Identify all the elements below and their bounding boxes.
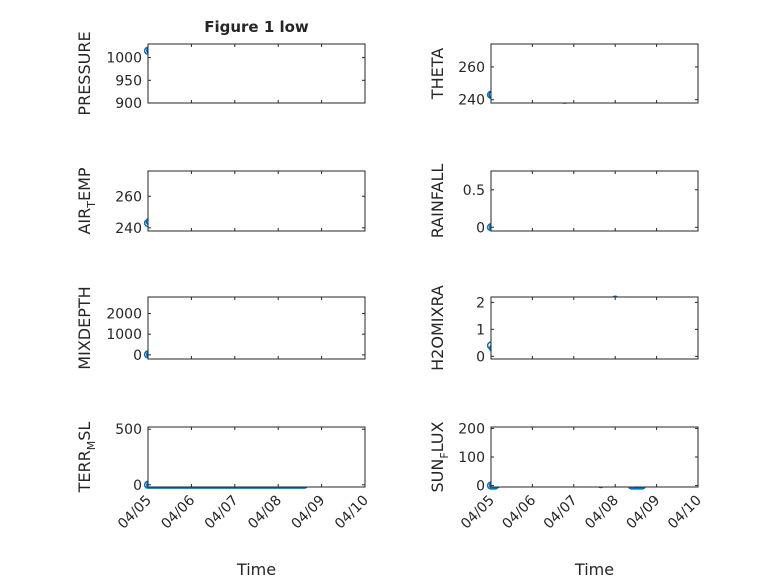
axes-frame: [147, 170, 366, 232]
y-axis-label: TERRMSL: [75, 422, 98, 494]
y-axis-label: PRESSURE: [75, 31, 94, 115]
x-tick-label: 04/08: [582, 493, 622, 533]
y-tick-label: 0.5: [463, 183, 485, 199]
x-tick-label: 04/06: [158, 492, 198, 532]
x-tick-label: 04/09: [624, 493, 664, 533]
x-tick-label: 04/06: [499, 492, 539, 532]
x-axis-label: Time: [236, 560, 276, 579]
y-axis-label: AIRTEMP: [75, 167, 98, 234]
y-axis-label: H2OMIXRA: [428, 285, 447, 371]
y-axis-label: SUNFLUX: [428, 421, 451, 492]
y-tick-label: 2: [476, 295, 485, 311]
x-tick-label: 04/05: [458, 493, 498, 533]
y-tick-label: 2000: [106, 307, 142, 323]
x-tick-label: 04/08: [245, 493, 285, 533]
y-axis-label: MIXDEPTH: [75, 286, 94, 369]
x-tick-label: 04/09: [289, 493, 329, 533]
x-tick-label: 04/10: [665, 493, 705, 533]
y-tick-label: 0: [133, 478, 142, 494]
subplot-air-temp: 240 260 AIRTEMP: [75, 167, 366, 237]
y-tick-label: 900: [115, 96, 142, 112]
axes-frame: [490, 43, 699, 104]
y-tick-label: 1000: [106, 51, 142, 67]
y-tick-label: 100: [458, 450, 485, 466]
subplot-sun-flux: 0 100 200 SUNFLUX 04/05 04/06 04/07 04/08 04/09 0…: [428, 421, 705, 579]
y-tick-label: 260: [115, 189, 142, 205]
y-tick-label: 500: [115, 422, 142, 438]
y-tick-label: 1000: [106, 327, 142, 343]
y-tick-label: 950: [115, 73, 142, 89]
axes-frame: [490, 426, 699, 488]
y-tick-label: 260: [458, 60, 485, 76]
y-axis-label: THETA: [428, 48, 447, 100]
x-axis-label: Time: [574, 560, 614, 579]
x-tick-label: 04/10: [332, 493, 372, 533]
axes-frame: [147, 296, 366, 360]
y-tick-label: 240: [458, 93, 485, 109]
subplot-mixdepth: 0 1000 2000 MIXDEPTH: [75, 286, 366, 370]
y-tick-label: 200: [458, 421, 485, 437]
subplot-rainfall: 0 0.5 RAINFALL: [428, 164, 699, 239]
axes-frame: [490, 170, 699, 232]
subplot-theta: 240 260 THETA: [428, 43, 699, 109]
axes-frame: [147, 426, 366, 488]
y-tick-label: 0: [133, 348, 142, 364]
subplot-h2omixra: 0 1 2 H2OMIXRA: [428, 285, 699, 371]
y-tick-label: 0: [476, 479, 485, 495]
subplot-pressure: 900 950 1000 PRESSURE Figure 1 low: [75, 18, 366, 116]
y-axis-label: RAINFALL: [428, 164, 447, 239]
axes-frame: [490, 296, 699, 360]
subplot-title: Figure 1 low: [204, 18, 309, 36]
axes-frame: [147, 43, 366, 104]
y-tick-label: 0: [476, 220, 485, 236]
subplot-terr-msl: 0 500 TERRMSL 04/05 04/06 04/07 04/08 04/09 04/1…: [75, 422, 372, 579]
y-tick-label: 0: [476, 349, 485, 365]
y-tick-label: 1: [476, 322, 485, 338]
y-tick-label: 240: [115, 221, 142, 237]
x-tick-label: 04/05: [115, 493, 155, 533]
x-tick-label: 04/07: [541, 493, 581, 533]
x-tick-label: 04/07: [202, 493, 242, 533]
